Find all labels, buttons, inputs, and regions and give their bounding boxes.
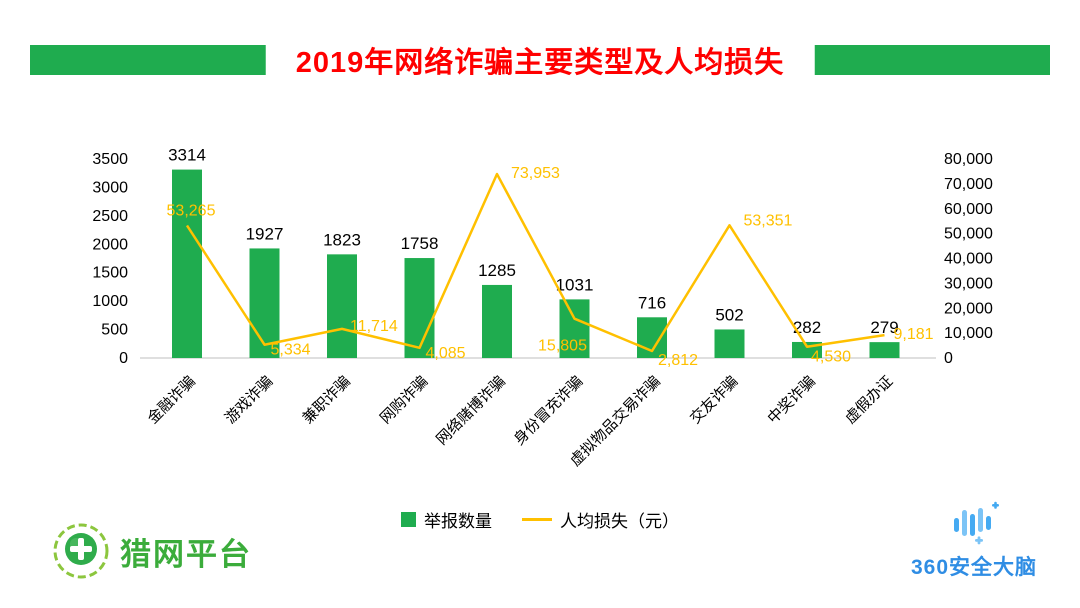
bar-3 <box>404 258 435 358</box>
left-axis-tick: 3500 <box>92 151 128 168</box>
bar-value-label: 1758 <box>401 234 439 253</box>
category-label: 网购诈骗 <box>377 373 431 427</box>
category-label: 交友诈骗 <box>686 372 741 427</box>
liewang-brand: 猎网平台 <box>52 522 252 580</box>
category-label: 金融诈骗 <box>144 373 198 427</box>
category-label: 游戏诈骗 <box>222 373 276 427</box>
bar-value-label: 282 <box>793 318 821 337</box>
line-value-label: 5,334 <box>271 342 311 359</box>
bar-7 <box>714 329 745 358</box>
right-axis-tick: 40,000 <box>944 251 993 268</box>
right-axis-tick: 10,000 <box>944 325 993 342</box>
right-axis-tick: 20,000 <box>944 300 993 317</box>
line-value-label: 11,714 <box>350 318 398 335</box>
legend-line-label: 人均损失（元） <box>560 512 679 531</box>
line-value-label: 53,351 <box>744 212 793 229</box>
legend-bar-label: 举报数量 <box>424 512 492 531</box>
bar-5 <box>559 299 590 358</box>
brand-360: 360安全大脑 <box>894 498 1054 581</box>
category-label: 虚假办证 <box>842 373 896 427</box>
line-series-swatch <box>522 518 552 521</box>
right-axis-tick: 0 <box>944 350 953 367</box>
loss-line <box>185 172 885 353</box>
page-title-text: 2019年网络诈骗主要类型及人均损失 <box>295 47 785 79</box>
legend-item-line: 人均损失（元） <box>522 507 679 532</box>
bar-1 <box>249 248 280 358</box>
category-label: 中奖诈骗 <box>764 373 818 427</box>
right-axis-tick: 60,000 <box>944 201 993 218</box>
line-value-label: 4,085 <box>426 345 466 362</box>
bar-0 <box>172 169 202 358</box>
bar-value-label: 279 <box>870 318 898 337</box>
bar-value-label: 1823 <box>323 230 361 249</box>
360-brain-icon <box>954 501 999 545</box>
line-value-label: 2,812 <box>658 352 698 369</box>
right-axis-tick: 30,000 <box>944 275 993 292</box>
right-axis-tick: 70,000 <box>944 176 993 193</box>
left-axis-tick: 3000 <box>92 179 128 196</box>
line-value-label: 73,953 <box>511 165 560 182</box>
left-axis-tick: 0 <box>119 350 128 367</box>
bar-value-label: 502 <box>715 305 743 324</box>
page-title: 2019年网络诈骗主要类型及人均损失 <box>265 32 815 88</box>
category-label: 兼职诈骗 <box>299 373 353 427</box>
bar-2 <box>327 254 357 358</box>
category-label: 网络赌博诈骗 <box>433 373 509 449</box>
left-axis-tick: 1500 <box>92 265 128 282</box>
right-axis-tick: 50,000 <box>944 226 993 243</box>
liewang-logo-icon <box>53 523 109 579</box>
bar-4 <box>482 284 512 358</box>
liewang-brand-text: 猎网平台 <box>120 536 252 572</box>
bar-value-label: 716 <box>638 293 666 312</box>
line-value-label: 53,265 <box>167 203 216 220</box>
line-value-label: 4,530 <box>811 349 851 366</box>
combo-chart: 0 500 1000 1500 2000 2500 3000 3500 0 10,000 20,00… <box>92 146 993 470</box>
left-axis-tick: 2500 <box>92 208 128 225</box>
360-brand-text: 360安全大脑 <box>910 556 1038 579</box>
bar-value-label: 1031 <box>556 275 594 294</box>
left-axis-tick: 2000 <box>92 236 128 253</box>
line-value-label: 9,181 <box>894 326 934 343</box>
chart-legend: 举报数量 人均损失（元） <box>0 507 1080 532</box>
bar-series-swatch <box>401 512 416 527</box>
left-axis-tick: 500 <box>101 322 128 339</box>
right-axis-tick: 80,000 <box>944 151 993 168</box>
bar-value-label: 3314 <box>168 146 206 165</box>
bar-9 <box>869 342 900 358</box>
legend-item-bars: 举报数量 <box>401 507 492 532</box>
line-value-label: 15,805 <box>538 338 587 355</box>
bar-value-label: 1927 <box>246 224 284 243</box>
category-label: 身份冒充诈骗 <box>511 373 587 449</box>
bar-value-label: 1285 <box>478 261 516 280</box>
left-axis-tick: 1000 <box>92 293 128 310</box>
